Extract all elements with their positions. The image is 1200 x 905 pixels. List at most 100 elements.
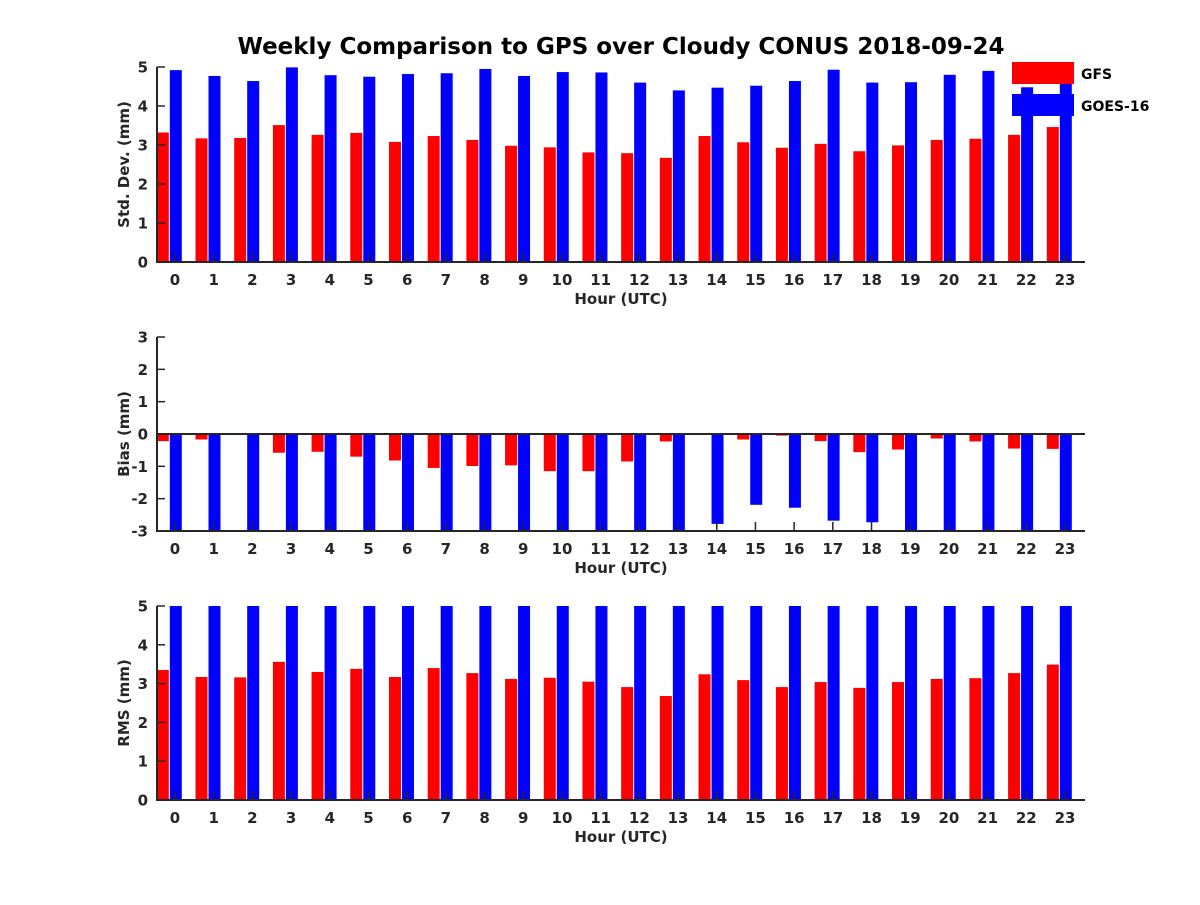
- x-tick-label: 10: [552, 271, 573, 289]
- bar-goes-16-21: [982, 434, 995, 531]
- x-tick-label: 7: [441, 271, 451, 289]
- bar-gfs-10: [543, 677, 556, 800]
- bar-goes-16-9: [518, 434, 531, 531]
- x-tick-label: 2: [247, 271, 257, 289]
- bar-goes-16-5: [363, 606, 376, 800]
- bar-gfs-6: [388, 677, 401, 800]
- x-tick-label: 14: [706, 271, 727, 289]
- x-tick-label: 20: [938, 271, 959, 289]
- x-tick-label: 0: [170, 540, 180, 558]
- bar-goes-16-12: [634, 434, 647, 531]
- bar-gfs-15: [737, 434, 750, 440]
- bar-goes-16-1: [208, 606, 221, 800]
- x-tick-label: 22: [1016, 540, 1037, 558]
- bar-gfs-2: [234, 677, 247, 800]
- y-tick-label: -3: [131, 523, 148, 541]
- x-tick-label: 20: [938, 540, 959, 558]
- bar-gfs-8: [466, 139, 479, 262]
- bar-gfs-19: [892, 145, 905, 262]
- x-tick-label: 7: [441, 809, 451, 827]
- bar-gfs-22: [1008, 673, 1021, 800]
- x-tick-label: 1: [208, 809, 218, 827]
- bar-gfs-9: [505, 678, 518, 800]
- bar-goes-16-18: [866, 82, 879, 262]
- x-axis-label: Hour (UTC): [574, 290, 667, 308]
- bar-gfs-3: [272, 434, 285, 453]
- bar-goes-16-13: [672, 90, 685, 262]
- bar-gfs-4: [311, 671, 324, 800]
- x-tick-label: 9: [518, 271, 528, 289]
- bar-gfs-1: [195, 434, 208, 440]
- bar-goes-16-17: [827, 606, 840, 800]
- bar-gfs-14: [698, 674, 711, 800]
- x-tick-label: 5: [363, 809, 373, 827]
- x-tick-label: 21: [977, 540, 998, 558]
- x-tick-label: 12: [629, 809, 650, 827]
- y-tick-label: 3: [138, 329, 148, 347]
- bar-goes-16-6: [401, 74, 414, 262]
- x-tick-label: 7: [441, 540, 451, 558]
- x-tick-label: 1: [208, 271, 218, 289]
- bar-goes-16-23: [1059, 606, 1072, 800]
- bar-gfs-3: [272, 125, 285, 262]
- x-tick-label: 18: [861, 809, 882, 827]
- bar-gfs-7: [427, 136, 440, 262]
- bar-goes-16-8: [479, 606, 492, 800]
- y-tick-label: 1: [138, 753, 148, 771]
- y-tick-label: 3: [138, 137, 148, 155]
- bar-gfs-9: [505, 145, 518, 262]
- bar-goes-16-9: [518, 75, 531, 262]
- bar-goes-16-7: [440, 606, 453, 800]
- x-tick-label: 4: [325, 271, 335, 289]
- bar-goes-16-0: [169, 434, 182, 531]
- bar-goes-16-8: [479, 434, 492, 531]
- bar-goes-16-10: [556, 606, 569, 800]
- x-tick-label: 0: [170, 809, 180, 827]
- x-tick-label: 17: [822, 540, 843, 558]
- bar-gfs-19: [892, 682, 905, 800]
- bar-goes-16-21: [982, 606, 995, 800]
- bar-goes-16-19: [905, 606, 918, 800]
- bar-gfs-21: [969, 434, 982, 442]
- bar-goes-16-15: [750, 85, 763, 262]
- bar-goes-16-11: [595, 606, 608, 800]
- bar-gfs-11: [582, 152, 595, 262]
- x-tick-label: 13: [668, 540, 689, 558]
- x-tick-label: 23: [1055, 540, 1076, 558]
- legend-label-gfs: GFS: [1081, 67, 1112, 83]
- y-tick-label: 2: [138, 361, 148, 379]
- bar-gfs-13: [659, 157, 672, 262]
- x-tick-label: 16: [784, 809, 805, 827]
- bar-gfs-23: [1046, 664, 1059, 800]
- x-tick-label: 13: [668, 809, 689, 827]
- y-tick-label: 5: [138, 59, 148, 77]
- x-tick-label: 9: [518, 540, 528, 558]
- x-tick-label: 15: [745, 809, 766, 827]
- legend-label-goes-16: GOES-16: [1081, 99, 1149, 115]
- x-tick-label: 4: [325, 809, 335, 827]
- bar-gfs-12: [621, 434, 634, 462]
- x-tick-label: 3: [286, 809, 296, 827]
- bar-goes-16-16: [788, 81, 801, 262]
- bar-gfs-19: [892, 434, 905, 450]
- bar-gfs-15: [737, 142, 750, 262]
- x-tick-label: 12: [629, 540, 650, 558]
- x-tick-label: 3: [286, 540, 296, 558]
- bar-goes-16-11: [595, 72, 608, 262]
- bar-goes-16-23: [1059, 78, 1072, 262]
- bar-goes-16-3: [285, 67, 298, 262]
- bar-goes-16-6: [401, 434, 414, 531]
- x-tick-label: 11: [590, 271, 611, 289]
- bar-gfs-17: [814, 434, 827, 442]
- x-tick-label: 17: [822, 271, 843, 289]
- bar-goes-16-1: [208, 75, 221, 262]
- y-axis-label: RMS (mm): [115, 659, 133, 746]
- x-tick-label: 0: [170, 271, 180, 289]
- x-tick-label: 19: [900, 540, 921, 558]
- y-tick-label: 2: [138, 176, 148, 194]
- bar-gfs-5: [350, 132, 363, 262]
- x-tick-label: 22: [1016, 271, 1037, 289]
- bar-gfs-12: [621, 153, 634, 262]
